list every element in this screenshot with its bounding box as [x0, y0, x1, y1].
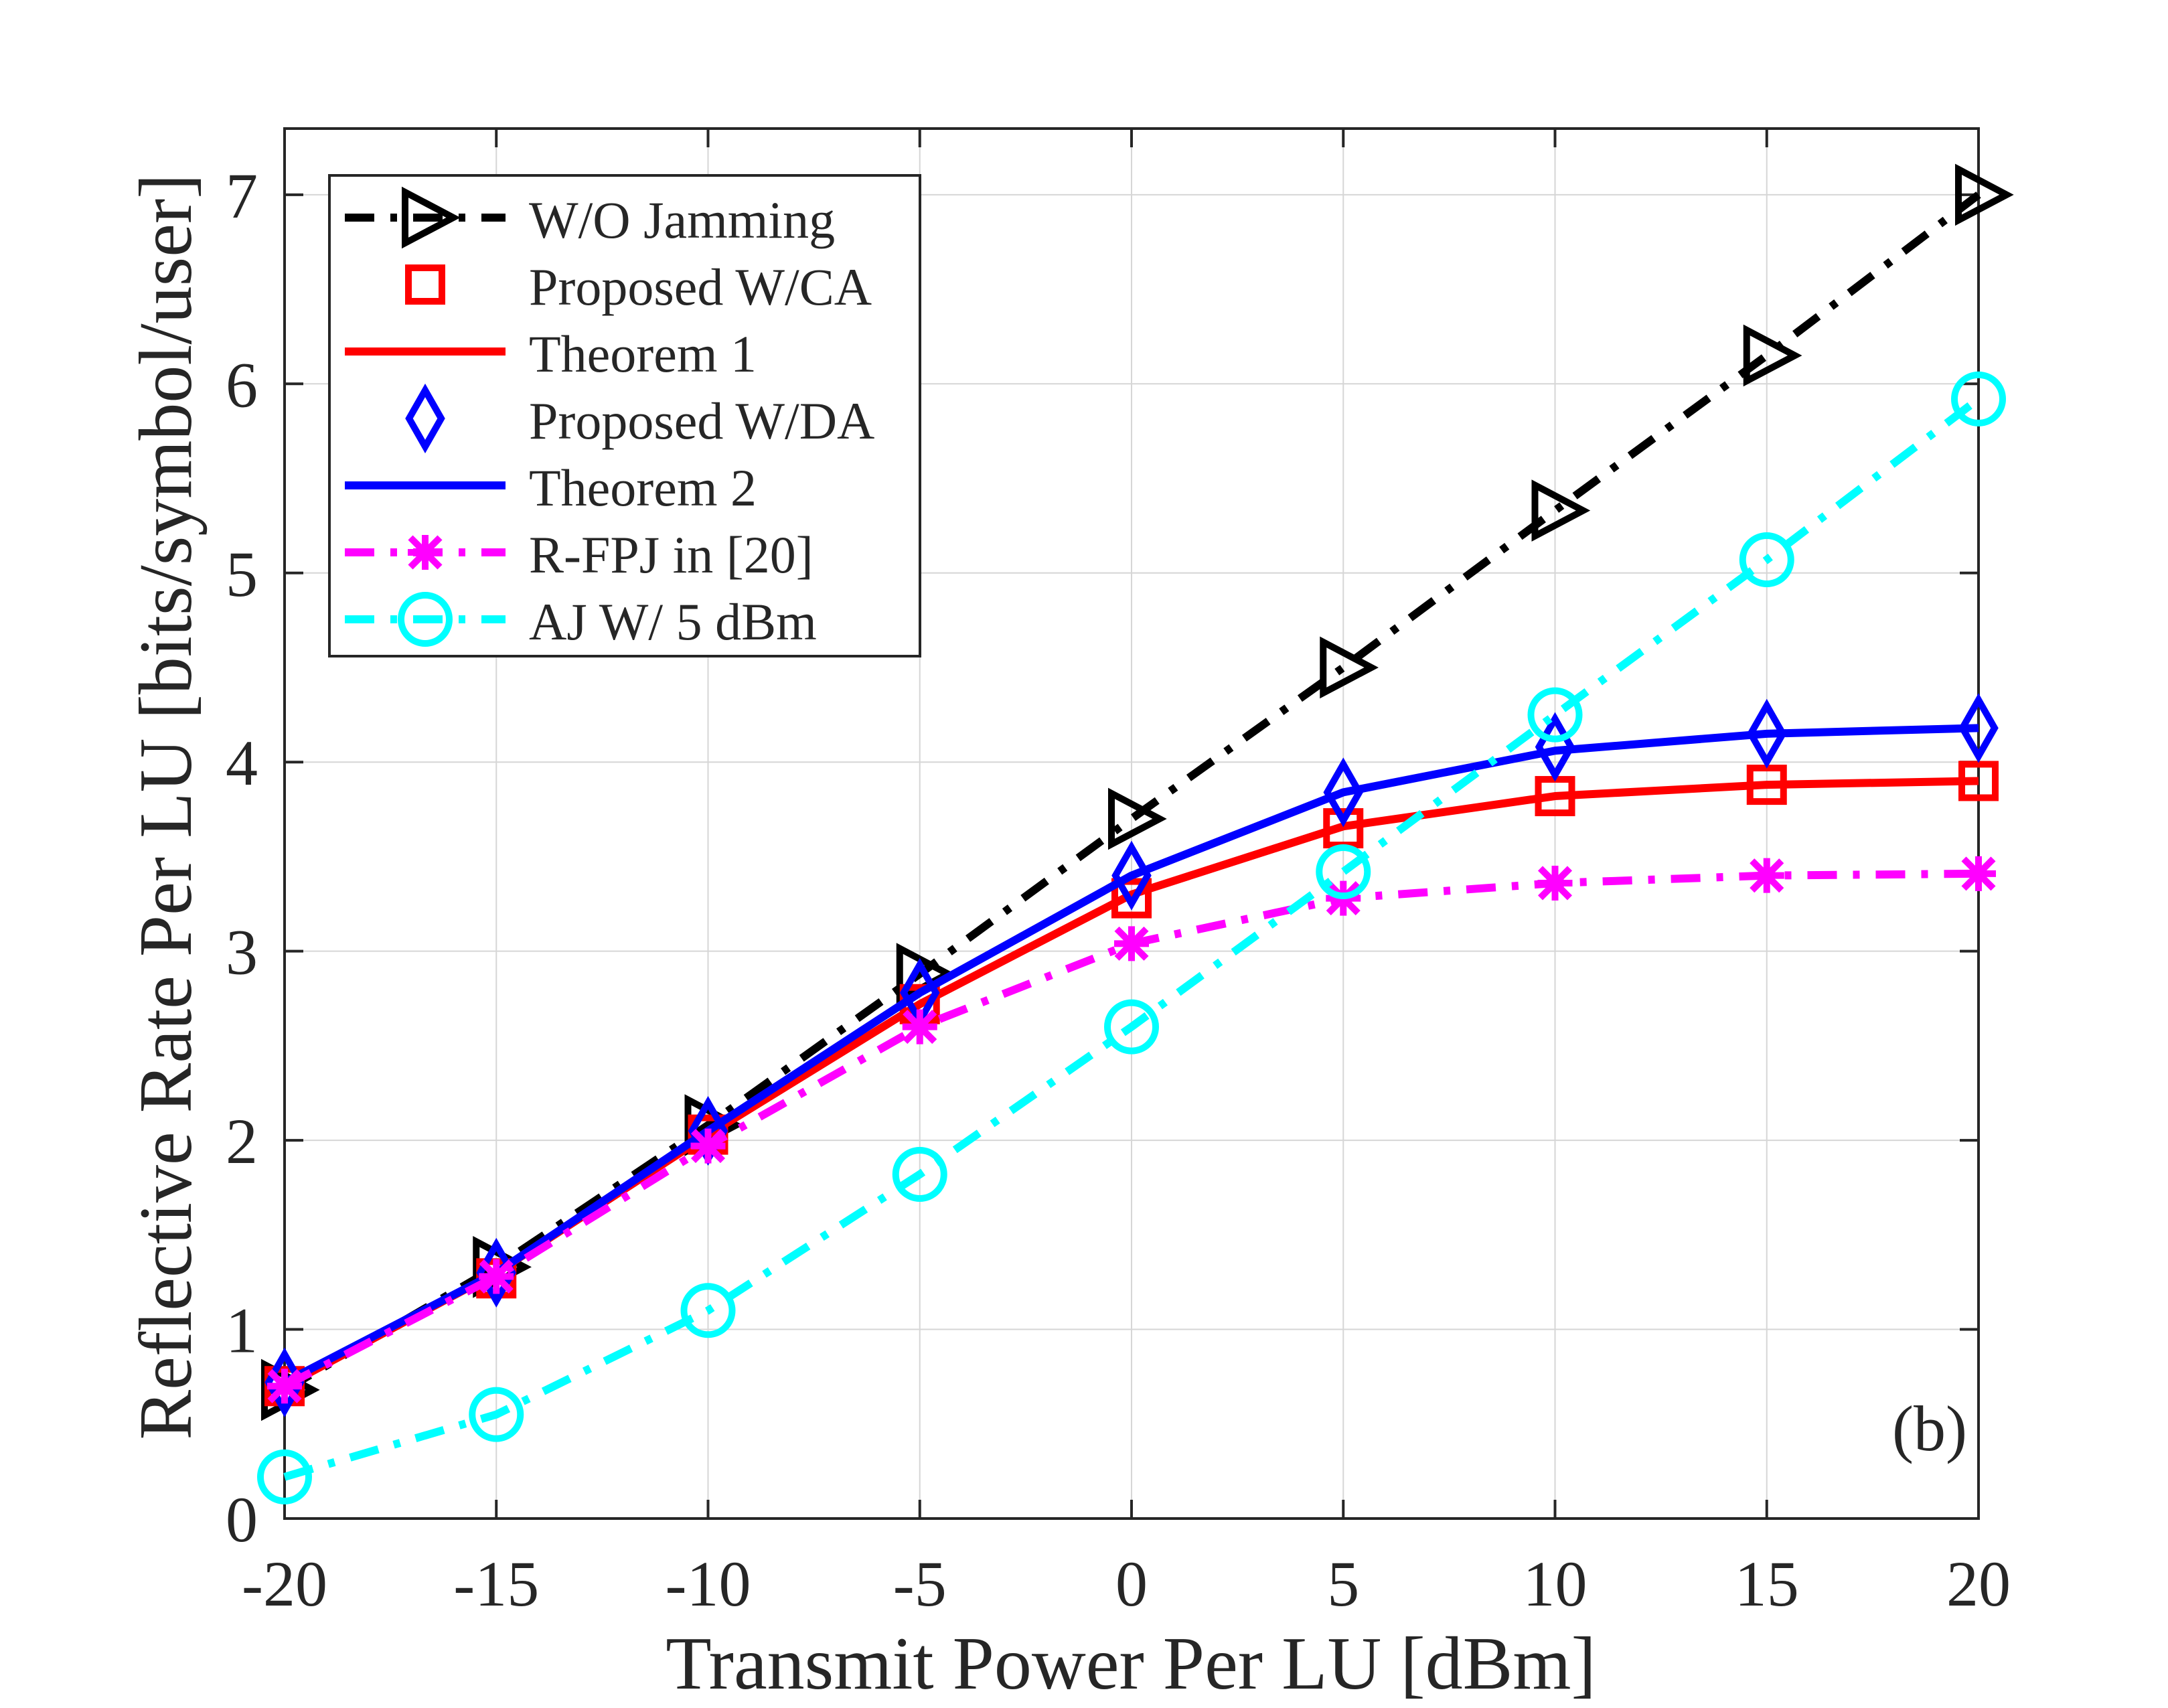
data-point-aj-w-5-dbm — [892, 1146, 947, 1202]
y-tick-label: 4 — [226, 727, 258, 799]
data-point-w-o-jamming — [1531, 479, 1591, 542]
data-point-aj-w-5-dbm — [1739, 532, 1794, 587]
legend-label: Proposed W/DA — [529, 392, 874, 450]
x-tick-label: -10 — [666, 1548, 751, 1620]
series-line-theorem-2 — [283, 724, 1979, 1386]
data-point-aj-w-5-dbm — [1104, 999, 1159, 1055]
x-tick-label: 20 — [1946, 1548, 2011, 1620]
data-point-w-o-jamming — [1743, 324, 1802, 387]
data-point-proposed-w-da — [1958, 693, 1999, 763]
legend-label: Theorem 1 — [529, 325, 757, 383]
data-point-aj-w-5-dbm — [1951, 371, 2006, 426]
data-point-r-fpj-in-20 — [267, 1369, 302, 1404]
legend-marker — [408, 535, 443, 570]
legend-entry-theorem-2: Theorem 2 — [345, 459, 757, 517]
y-tick-label: 1 — [226, 1295, 258, 1367]
data-point-proposed-w-da — [1323, 757, 1364, 828]
series-theorem-2 — [283, 724, 1979, 1386]
data-point-r-fpj-in-20 — [1961, 856, 1996, 891]
data-point-aj-w-5-dbm — [1316, 844, 1371, 900]
data-point-proposed-w-da — [1111, 840, 1152, 911]
data-point-aj-w-5-dbm — [1527, 687, 1583, 743]
legend-box — [328, 174, 921, 657]
x-tick-label: 5 — [1327, 1548, 1359, 1620]
y-tick-label: 3 — [226, 917, 258, 988]
data-point-r-fpj-in-20 — [1749, 858, 1784, 893]
legend-marker — [398, 592, 453, 647]
x-tick-label: -15 — [453, 1548, 539, 1620]
legend-entry-proposed-w-ca: Proposed W/CA — [405, 258, 872, 316]
legend-entry-r-fpj-in-20: R-FPJ in [20] — [345, 526, 814, 584]
data-point-r-fpj-in-20 — [902, 1009, 937, 1044]
data-point-r-fpj-in-20 — [1537, 865, 1573, 901]
data-point-aj-w-5-dbm — [257, 1449, 312, 1504]
x-tick-label: 0 — [1115, 1548, 1148, 1620]
legend-label: R-FPJ in [20] — [529, 526, 814, 584]
series-aj-w-5-dbm — [257, 371, 2006, 1504]
data-point-r-fpj-in-20 — [690, 1128, 726, 1164]
series-group — [257, 163, 2014, 1504]
legend-entry-w-o-jamming: W/O Jamming — [345, 186, 835, 249]
y-tick-label: 6 — [226, 349, 258, 420]
legend: W/O Jamming Proposed W/CA Theorem 1 Propose… — [328, 174, 921, 657]
x-axis-label: Transmit Power Per LU [dBm] — [666, 1622, 1596, 1705]
data-point-w-o-jamming — [1108, 787, 1167, 850]
legend-label: Proposed W/CA — [529, 258, 872, 316]
y-tick-label: 5 — [226, 538, 258, 610]
panel-annotation: (b) — [1892, 1393, 1967, 1464]
series-r-fpj-in-20 — [267, 856, 1996, 1404]
axes — [283, 127, 1980, 1520]
data-point-proposed-w-da — [1746, 698, 1787, 769]
data-point-r-fpj-in-20 — [1114, 926, 1149, 961]
legend-label: Theorem 2 — [529, 459, 757, 517]
data-point-aj-w-5-dbm — [680, 1283, 736, 1338]
data-point-w-o-jamming — [1320, 636, 1379, 699]
legend-entry-proposed-w-da: Proposed W/DA — [405, 383, 874, 454]
series-line-w-o-jamming — [282, 191, 1981, 1394]
data-point-aj-w-5-dbm — [469, 1387, 524, 1442]
legend-entry-theorem-1: Theorem 1 — [345, 325, 757, 383]
y-tick-label: 7 — [226, 160, 258, 232]
legend-label: W/O Jamming — [529, 191, 835, 249]
x-tick-label: 15 — [1735, 1548, 1799, 1620]
series-line-aj-w-5-dbm — [283, 396, 1981, 1481]
y-tick-label: 2 — [226, 1105, 258, 1177]
x-tick-label: -20 — [242, 1548, 327, 1620]
x-tick-label: -5 — [893, 1548, 947, 1620]
x-tick-label: 10 — [1523, 1548, 1588, 1620]
y-tick-label: 0 — [226, 1484, 258, 1555]
data-point-w-o-jamming — [1955, 163, 2014, 226]
legend-entry-aj-w-5-dbm: AJ W/ 5 dBm — [345, 592, 817, 651]
legend-label: AJ W/ 5 dBm — [529, 593, 817, 651]
data-point-r-fpj-in-20 — [479, 1259, 514, 1294]
legend-marker — [405, 383, 445, 454]
tick-labels: -20 -15 -10 -5 0 5 10 15 20 0 1 2 3 4 5 6 7 — [226, 160, 2011, 1620]
data-point-proposed-w-ca — [1111, 878, 1152, 919]
legend-marker — [405, 264, 445, 305]
y-axis-label: Reflective Rate Per LU [bits/symbol/user… — [125, 173, 208, 1440]
legend-marker — [402, 186, 461, 249]
